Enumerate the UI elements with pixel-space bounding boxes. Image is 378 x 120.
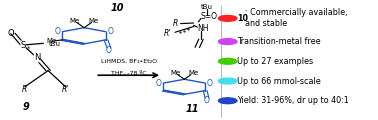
Text: R: R [172,18,178,27]
Text: Me: Me [70,18,80,24]
Text: O: O [106,46,112,55]
Text: : Commercially available,
and stable: : Commercially available, and stable [245,8,348,28]
Text: Me: Me [46,38,56,44]
Text: Up to 66 mmol-scale: Up to 66 mmol-scale [237,77,321,86]
Text: O: O [207,79,213,88]
Circle shape [218,39,237,45]
Text: Yield: 31-96%, dr up to 40:1: Yield: 31-96%, dr up to 40:1 [237,96,349,105]
Text: NH: NH [197,24,209,33]
Circle shape [218,78,237,84]
Text: O: O [8,29,14,38]
Text: 10: 10 [237,14,248,23]
Text: Me: Me [189,70,199,76]
Text: 10: 10 [111,3,124,13]
Text: Me: Me [88,18,99,24]
Text: LiHMDS, BF₃•Et₂O: LiHMDS, BF₃•Et₂O [101,59,157,64]
Text: O: O [54,27,60,36]
Text: *: * [27,46,30,52]
Text: S: S [20,41,26,50]
Text: S=O: S=O [201,12,218,21]
Text: O: O [156,79,161,88]
Text: 9: 9 [23,102,29,112]
Text: THF, -78 ºC: THF, -78 ºC [111,70,146,75]
Text: O: O [204,96,210,105]
Text: R: R [22,85,28,94]
Text: N: N [34,53,40,62]
Text: R': R' [164,29,171,38]
Text: tBu: tBu [49,41,61,47]
Text: Transition-metal free: Transition-metal free [237,37,321,46]
Text: 11: 11 [186,104,200,114]
Text: Me: Me [170,70,180,76]
Text: Up to 27 examples: Up to 27 examples [237,57,313,66]
Circle shape [218,15,237,21]
Circle shape [218,58,237,64]
Text: R': R' [62,85,69,94]
Text: tBu: tBu [201,4,212,10]
Text: O: O [108,27,114,36]
Circle shape [218,98,237,104]
